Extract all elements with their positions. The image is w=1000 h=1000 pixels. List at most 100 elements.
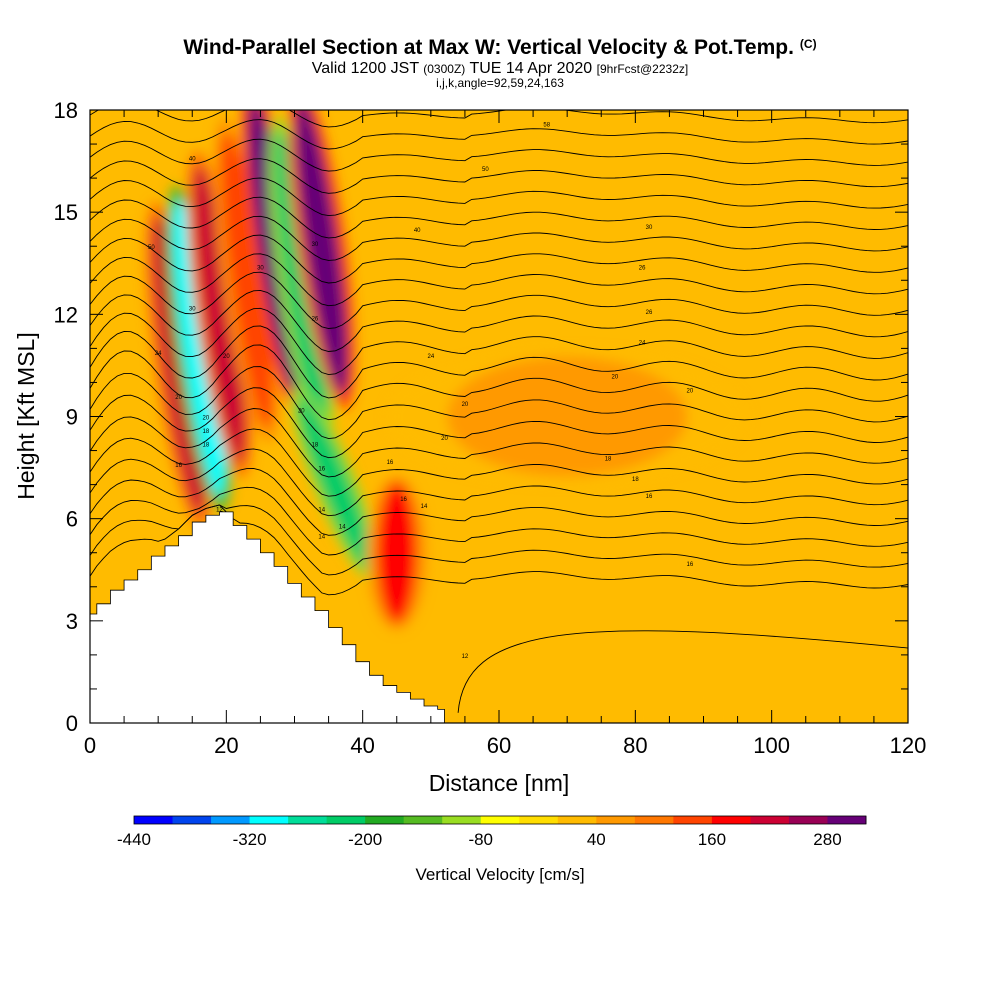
colorbar-tick-label: 40 (587, 830, 606, 849)
isentrope (90, 289, 908, 352)
colorbar-swatch (673, 816, 713, 824)
velocity-cell-downdraft (275, 131, 328, 429)
contour-label: 20 (203, 416, 210, 422)
valid-utc: (0300Z) (423, 62, 466, 76)
isentrope (90, 408, 908, 478)
velocity-cell-downdraft (172, 199, 226, 497)
colorbar-swatch (326, 816, 366, 824)
contour-label: 14 (318, 535, 325, 541)
chart-subtitle: Valid 1200 JST (0300Z) TUE 14 Apr 2020 [… (0, 60, 1000, 78)
y-tick-label: 6 (66, 507, 78, 532)
isentrope (90, 428, 908, 497)
velocity-cell-updraft (295, 110, 348, 395)
contour-labels: 58 50 40 30 26 26 24 20 20 24 20 20 18 18 16 14 16 16 16 12… (148, 123, 694, 660)
isentrope (90, 119, 908, 150)
velocity-cell-updraft (376, 482, 417, 623)
x-tick-label: 20 (214, 733, 238, 758)
contour-label: 40 (414, 228, 421, 234)
contour-label: 16 (175, 463, 182, 469)
isentrope (90, 80, 908, 105)
contour-label: 20 (687, 388, 694, 394)
contour-label: 16 (387, 460, 394, 466)
colorbar-frame (133, 815, 867, 825)
colorbar-swatch (403, 816, 443, 824)
colorbar: -440 -320 -200 -80 40 160 280 (117, 815, 867, 849)
contour-label: 58 (543, 123, 550, 129)
colorbar-swatch (288, 816, 328, 824)
contour-label: 20 (298, 409, 305, 415)
contour-label: 26 (312, 317, 319, 323)
isentrope (90, 307, 908, 376)
colorbar-swatch (442, 816, 482, 824)
contour-label: 16 (646, 494, 653, 500)
contour-label: 30 (312, 242, 319, 248)
contour-label: 50 (482, 167, 489, 173)
contour-label: 14 (339, 524, 346, 530)
x-tick-label: 60 (487, 733, 511, 758)
isentrope (90, 366, 908, 440)
contour-label: 26 (646, 310, 653, 316)
colorbar-swatch (480, 816, 520, 824)
velocity-cell-downdraft (297, 396, 374, 573)
colorbar-swatch (519, 816, 559, 824)
colorbar-swatch (365, 816, 405, 824)
isentrope (90, 344, 908, 421)
isentrope (90, 468, 908, 536)
isentrope (90, 196, 908, 239)
isentrope (90, 138, 908, 172)
contour-label: 12 (216, 507, 223, 513)
y-tick-label: 12 (54, 302, 78, 327)
isentrope (90, 253, 908, 307)
contour-label: 18 (312, 443, 319, 449)
contour-label: 40 (189, 157, 196, 163)
isentrope (90, 387, 908, 459)
contour-label: 18 (203, 429, 210, 435)
contour-label: 16 (400, 497, 407, 503)
isentrope (90, 215, 908, 261)
y-tick-label: 3 (66, 609, 78, 634)
y-tick-label: 9 (66, 405, 78, 430)
colorbar-swatch (711, 816, 751, 824)
x-tick-label: 0 (84, 733, 96, 758)
valid-prefix: Valid 1200 JST (311, 60, 419, 77)
contour-label: 20 (612, 375, 619, 381)
isentrope (90, 271, 908, 329)
contour-label: 18 (632, 477, 639, 483)
contour-label: 18 (203, 443, 210, 449)
contour-label: 30 (257, 266, 264, 272)
chart-title: Wind-Parallel Section at Max W: Vertical… (0, 36, 1000, 60)
velocity-cell-updraft (193, 165, 246, 463)
isentrope (90, 325, 908, 399)
indices-line: i,j,k,angle=92,59,24,163 (436, 76, 564, 90)
colorbar-swatch (634, 816, 674, 824)
colorbar-tick-label: 280 (813, 830, 841, 849)
contour-label: 24 (427, 354, 434, 360)
isentrope (90, 234, 908, 284)
colorbar-swatch (211, 816, 251, 824)
x-tick-label: 120 (890, 733, 927, 758)
isentrope (90, 177, 908, 217)
isentrope (90, 448, 908, 517)
contour-label: 20 (223, 354, 230, 360)
colorbar-tick-label: 160 (698, 830, 726, 849)
contour-label: 26 (639, 266, 646, 272)
y-tick-label: 18 (54, 98, 78, 123)
contour-label: 24 (639, 341, 646, 347)
colorbar-title: Vertical Velocity [cm/s] (415, 865, 584, 884)
forecast-label: [9hrFcst@2232z] (596, 62, 689, 76)
colorbar-swatch (827, 816, 867, 824)
contour-label: 18 (605, 456, 612, 462)
chart-title-text: Wind-Parallel Section at Max W: Vertical… (183, 36, 794, 59)
contour-label: 50 (148, 245, 155, 251)
colorbar-tick-label: -320 (233, 830, 267, 849)
isentrope (90, 504, 908, 576)
isentrope (457, 630, 908, 713)
isentrope (90, 486, 908, 556)
terrain (90, 511, 445, 723)
colorbar-swatch (249, 816, 289, 824)
terrain-mask (90, 511, 445, 723)
contour-label: 24 (155, 351, 162, 357)
y-axis-title: Height [Kft MSL] (13, 332, 39, 499)
valid-date: TUE 14 Apr 2020 (469, 60, 593, 77)
x-tick-label: 40 (350, 733, 374, 758)
